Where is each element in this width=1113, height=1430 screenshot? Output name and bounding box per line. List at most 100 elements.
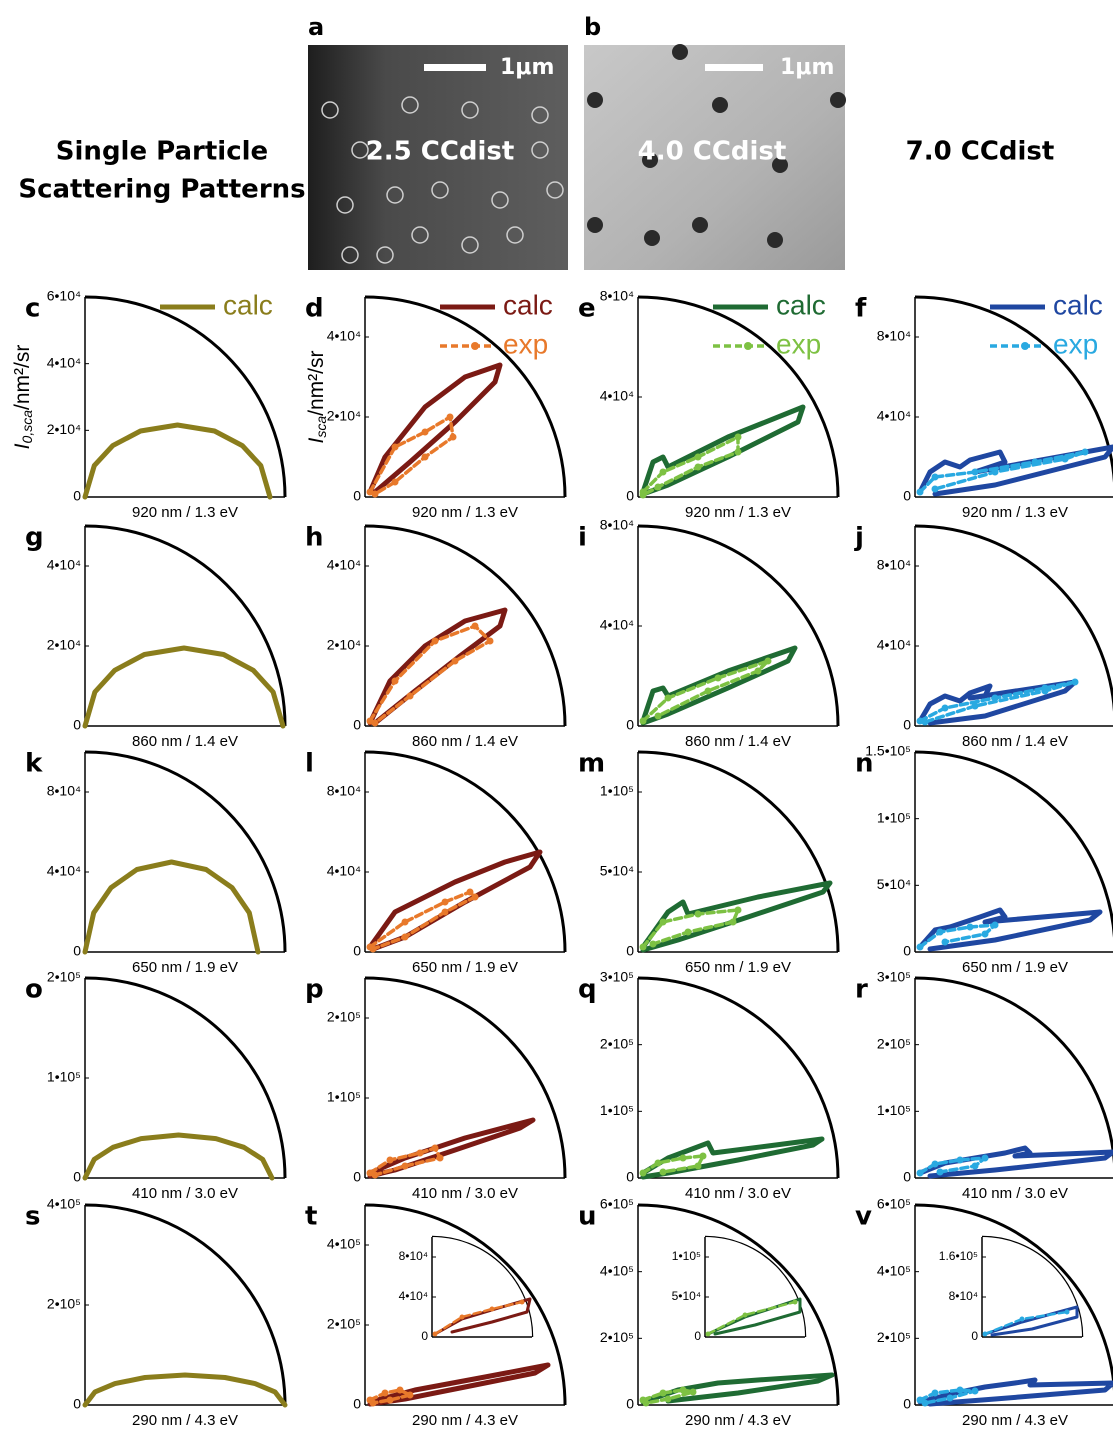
panel-letter: l [305,749,314,779]
y-tick-label: 0 [353,488,361,504]
exp-point [992,469,999,476]
y-tick-label: 0 [626,717,634,733]
y-tick-label: 4•10⁴ [47,354,81,370]
y-tick-label: 2•10⁵ [47,1296,81,1312]
exp-point [695,464,702,471]
exp-point [402,934,409,941]
x-axis-label: 860 nm / 1.4 eV [685,733,791,750]
exp-point [665,1396,672,1403]
header-title: Single Particle [56,137,268,167]
y-tick-label: 0 [626,1169,634,1185]
y-tick-label: 2•10⁴ [47,421,81,437]
y-tick-label: 6•10⁵ [600,1196,634,1212]
y-tick-label: 0 [73,488,81,504]
y-tick-label: 2•10⁴ [327,637,361,653]
exp-point [1020,1317,1025,1322]
exp-point [992,695,999,702]
y-tick-label: 0 [971,1329,978,1343]
panel-letter: s [25,1202,40,1232]
y-tick-label: 8•10⁴ [47,783,81,799]
x-axis-label: 410 nm / 3.0 eV [685,1185,791,1202]
exp-point [932,474,939,481]
y-tick-label: 0 [73,1396,81,1412]
y-tick-label: 1•10⁵ [877,1102,911,1118]
y-tick-label: 1•10⁵ [877,809,911,825]
x-axis-label: 860 nm / 1.4 eV [132,733,238,750]
exp-point [1062,456,1069,463]
y-tick-label: 4•10⁴ [327,863,361,879]
panel-letter: h [305,523,324,553]
exp-point [640,718,647,725]
plot-frame [915,978,1113,1178]
y-tick-label: 0 [73,717,81,733]
exp-point [447,414,454,421]
panel-letter: e [578,294,596,324]
y-tick-label: 1•10⁵ [672,1249,701,1263]
exp-point [452,658,459,665]
panel-letter: a [308,13,324,41]
x-axis-label: 860 nm / 1.4 eV [412,733,518,750]
exp-point [992,922,999,929]
exp-point [417,1150,424,1157]
exp-point [932,486,939,493]
exp-point [460,1315,465,1320]
header-title: Scattering Patterns [18,175,305,205]
exp-point [655,1160,662,1167]
y-tick-label: 1•10⁵ [600,1102,634,1118]
legend-label: exp [776,328,821,359]
exp-point [942,939,949,946]
y-tick-label: 8•10⁴ [600,288,634,304]
exp-point [695,911,702,918]
exp-point [472,623,479,630]
exp-point [372,720,379,727]
exp-point [392,678,399,685]
y-axis-label: Isca/nm²/sr [305,351,329,444]
exp-point [643,1400,650,1407]
panel-letter: t [305,1202,317,1232]
panel-letter: u [578,1202,597,1232]
calc-curve [370,610,505,723]
image-label: 4.0 CCdist [638,137,787,167]
x-axis-label: 290 nm / 4.3 eV [685,1412,791,1429]
exp-point [640,1170,647,1177]
panel-letter: c [25,294,40,324]
exp-point [450,434,457,441]
panel-letter: i [578,523,587,553]
plot-frame [85,752,285,952]
panel-letter: k [25,749,43,779]
y-axis-unit: /nm²/sr [11,345,34,410]
y-tick-label: 0 [903,717,911,733]
legend-marker [744,342,752,350]
y-tick-label: 4•10⁴ [399,1289,428,1303]
y-tick-label: 8•10⁴ [877,328,911,344]
exp-point [433,1332,438,1337]
legend-label: calc [503,289,553,320]
exp-point [715,675,722,682]
y-tick-label: 2•10⁴ [47,637,81,653]
panel-letter: m [578,749,605,779]
y-tick-label: 2•10⁵ [600,1329,634,1345]
y-tick-label: 8•10⁴ [327,783,361,799]
y-tick-label: 8•10⁴ [877,557,911,573]
y-tick-label: 2•10⁵ [327,1009,361,1025]
x-axis-label: 290 nm / 4.3 eV [962,1412,1068,1429]
exp-point [743,1313,748,1318]
exp-point [932,1161,939,1168]
y-tick-label: 5•10⁴ [672,1289,701,1303]
exp-point [472,894,479,901]
panel-letter: o [25,975,43,1005]
x-axis-label: 920 nm / 1.3 eV [962,504,1068,521]
exp-point [490,1307,495,1312]
y-tick-label: 4•10⁵ [327,1236,361,1252]
legend-label: exp [1053,328,1098,359]
image-label: 2.5 CCdist [366,137,515,167]
y-tick-label: 6•10⁴ [47,288,81,304]
exp-point [640,492,647,499]
y-tick-label: 4•10⁴ [327,328,361,344]
panel-letter: f [855,294,867,324]
exp-point [937,1169,944,1176]
y-axis-label: I0,sca/nm²/sr [11,345,35,450]
y-tick-label: 4•10⁵ [877,1262,911,1278]
y-tick-label: 0 [353,1169,361,1185]
y-tick-label: 4•10⁴ [600,617,634,633]
